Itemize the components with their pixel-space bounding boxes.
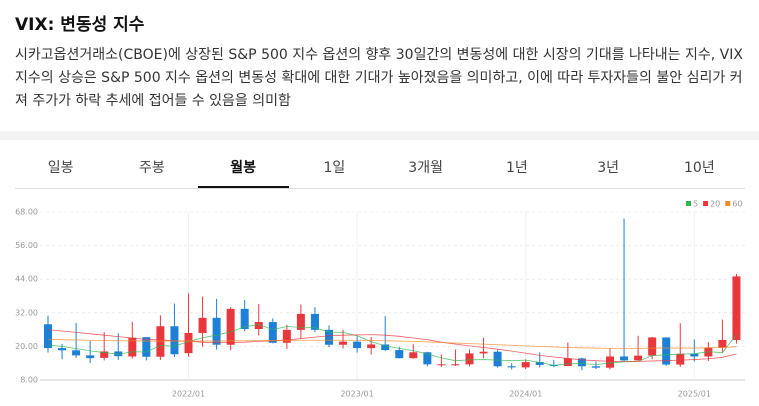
candle-body: [690, 353, 699, 357]
candle-body: [479, 351, 488, 354]
candle-body: [634, 355, 643, 361]
candle-body: [170, 326, 179, 355]
candle-body: [156, 326, 165, 357]
y-tick-label: 8.00: [20, 376, 38, 385]
candle-body: [535, 362, 544, 365]
period-tab[interactable]: 월봉: [197, 150, 289, 188]
period-tab[interactable]: 주봉: [138, 160, 165, 176]
candle-body: [184, 332, 193, 354]
y-tick-label: 44.00: [15, 275, 38, 284]
candle-body: [198, 317, 207, 333]
candle-body: [268, 322, 277, 343]
ma-line: [47, 324, 737, 366]
tab-bar: 일봉 주봉 월봉 1일 3개월 1년 3년 10년: [15, 150, 745, 189]
candle-body: [86, 355, 95, 359]
x-tick-label: 2025/01: [678, 390, 711, 399]
candle-body: [521, 362, 530, 368]
candle-body: [353, 341, 362, 349]
candle-body: [367, 344, 376, 349]
candle-body: [493, 351, 502, 367]
x-tick-label: 2023/01: [340, 390, 373, 399]
candle-body: [44, 324, 52, 349]
candle-body: [662, 337, 671, 365]
candle-body: [100, 351, 109, 358]
candle-body: [58, 348, 67, 351]
separator: [0, 131, 759, 140]
candle-body: [339, 341, 348, 345]
y-tick-label: 32.00: [15, 308, 38, 317]
x-tick-label: 2024/01: [509, 390, 542, 399]
candle-body: [437, 364, 446, 366]
legend-label: 60: [732, 200, 742, 209]
x-tick-label: 2022/01: [172, 390, 205, 399]
legend-label: 5: [693, 200, 698, 209]
candle-body: [240, 308, 249, 330]
period-tab[interactable]: 1일: [323, 160, 346, 176]
candle-body: [507, 366, 516, 368]
y-tick-label: 56.00: [15, 241, 38, 250]
candle-body: [732, 276, 741, 340]
candle-body: [310, 313, 319, 330]
chart: 8.00 20.00 32.00 44.00 56.00 68.00 2022/01 2023…: [15, 200, 745, 399]
candle-body: [423, 352, 432, 365]
legend-label: 20: [710, 200, 720, 209]
period-tab[interactable]: 10년: [684, 160, 715, 176]
candle-body: [718, 339, 727, 348]
description: 시카고옵션거래소(CBOE)에 상장된 S&P 500 지수 옵션의 향후 30…: [15, 47, 743, 109]
candle-body: [254, 322, 263, 330]
ma-line: [47, 339, 737, 349]
candle-body: [577, 358, 586, 367]
candle-body: [381, 344, 390, 351]
candle-body: [409, 352, 418, 359]
candle-body: [282, 329, 291, 343]
candle-body: [563, 358, 572, 366]
title: VIX: 변동성 지수: [15, 15, 145, 35]
legend-swatch: [725, 201, 731, 206]
y-tick-label: 68.00: [15, 208, 38, 217]
candle-body: [395, 350, 404, 359]
candle-body: [465, 353, 474, 365]
legend-swatch: [703, 201, 709, 206]
legend-swatch: [686, 201, 691, 206]
y-tick-label: 20.00: [15, 342, 38, 351]
candle-body: [648, 337, 657, 356]
ma-line: [47, 329, 737, 362]
candle-body: [676, 353, 685, 365]
candle-body: [451, 364, 460, 366]
candle-body: [620, 356, 629, 361]
candle-body: [296, 313, 305, 330]
candle-body: [114, 351, 123, 357]
candle-body: [325, 329, 333, 345]
candle-body: [128, 337, 137, 357]
candle-body: [212, 317, 221, 345]
period-tab[interactable]: 3개월: [408, 160, 443, 176]
candle-body: [606, 356, 614, 368]
period-tab[interactable]: 3년: [597, 160, 620, 176]
candle-body: [591, 366, 600, 368]
candle-body: [142, 337, 151, 357]
candle-body: [72, 350, 81, 356]
candle-body: [226, 308, 235, 345]
period-tab[interactable]: 일봉: [47, 160, 74, 176]
period-tab[interactable]: 1년: [505, 160, 528, 176]
